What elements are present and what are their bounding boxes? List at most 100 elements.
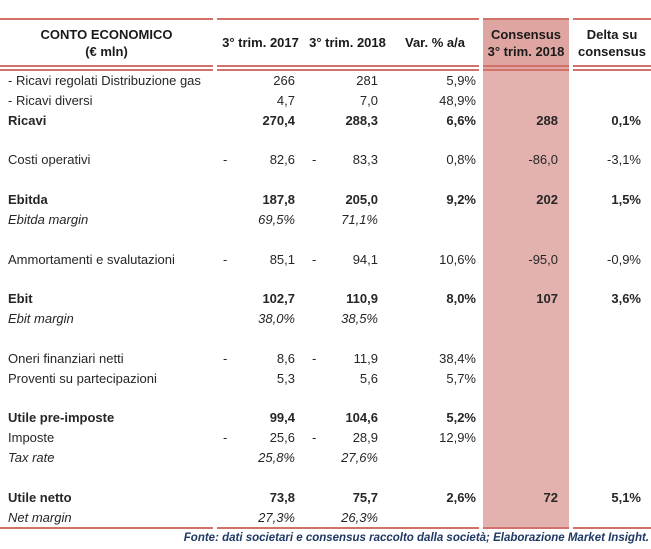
- minus-sign-2018: -: [312, 251, 317, 267]
- value-2017: 27,3%: [217, 508, 304, 528]
- row-label-text: Ammortamenti e svalutazioni: [8, 251, 175, 267]
- value-2017: 25,8%: [217, 448, 304, 468]
- value-var: 2,6%: [391, 488, 479, 508]
- value-2018: 75,7: [304, 488, 391, 508]
- row-label: - Ricavi diversi: [0, 91, 213, 111]
- row-label-text: Ebit: [8, 291, 33, 307]
- minus-sign-2017: [217, 448, 223, 468]
- minus-sign-2018: [304, 111, 312, 131]
- value-consensus: [483, 269, 569, 290]
- value-2018-text: 5,6: [359, 370, 378, 386]
- value-2018-text: [378, 131, 391, 151]
- row-label-text: Utile pre-imposte: [8, 410, 115, 426]
- value-delta-text: [641, 269, 651, 289]
- header-group-quarters: 3° trim. 2017 3° trim. 2018 Var. % a/a: [217, 18, 479, 71]
- value-delta-text: 1,5%: [611, 192, 641, 208]
- minus-sign-2017: [217, 190, 223, 210]
- spacer-row: [0, 467, 651, 488]
- value-2018: 205,0: [304, 190, 391, 210]
- value-delta: [573, 230, 651, 250]
- value-consensus-text: [558, 91, 569, 111]
- value-2018-text: [378, 389, 391, 409]
- value-var: 38,4%: [391, 349, 479, 369]
- quarter-values-group: - 25,6 - 28,9 12,9%: [217, 428, 479, 448]
- value-var-text: [476, 329, 479, 349]
- value-2017: 73,8: [217, 488, 304, 508]
- minus-sign-2017: [217, 170, 223, 190]
- value-2017-text: 82,6: [269, 152, 295, 168]
- value-var: [391, 269, 479, 289]
- value-delta-text: [641, 448, 651, 468]
- spacer-row: [0, 170, 651, 191]
- value-delta: 0,1%: [573, 111, 651, 131]
- value-2017-text: 69,5%: [258, 211, 295, 227]
- row-label: Net margin: [0, 508, 213, 528]
- value-delta: [573, 508, 651, 528]
- value-var-text: 10,6%: [439, 251, 476, 267]
- value-delta-text: [641, 210, 651, 230]
- value-2017: [217, 230, 304, 250]
- quarter-values-group: 27,3% 26,3%: [217, 508, 479, 528]
- value-2017-text: [295, 131, 304, 151]
- minus-sign-2018: [304, 309, 312, 329]
- row-label-text: Net margin: [8, 509, 72, 525]
- value-2018-text: [378, 170, 391, 190]
- value-delta-text: [641, 309, 651, 329]
- value-delta-text: [641, 508, 651, 528]
- value-consensus: [483, 348, 569, 369]
- value-delta: [573, 170, 651, 190]
- value-2017: 69,5%: [217, 210, 304, 230]
- value-consensus: 107: [483, 289, 569, 310]
- quarter-values-group: [217, 170, 479, 190]
- table-row: Proventi su partecipazioni 5,3 5,6 5,7%: [0, 368, 651, 389]
- value-2018-text: 83,3: [352, 152, 378, 168]
- header-consensus-line2: 3° trim. 2018: [487, 43, 565, 59]
- value-2017: 270,4: [217, 111, 304, 131]
- value-2017: 187,8: [217, 190, 304, 210]
- value-2017-text: 266: [273, 73, 295, 88]
- value-2018: [304, 329, 391, 349]
- value-consensus: [483, 467, 569, 488]
- value-2017: 5,3: [217, 369, 304, 389]
- value-2017-text: 25,8%: [258, 450, 295, 466]
- minus-sign-2018: [304, 389, 312, 409]
- value-2017-text: 99,4: [269, 410, 295, 426]
- minus-sign-2017: [217, 389, 223, 409]
- value-consensus-text: [558, 269, 569, 289]
- value-2018: 104,6: [304, 408, 391, 428]
- value-2017: - 8,6: [217, 349, 304, 369]
- value-consensus-text: [558, 230, 569, 250]
- row-label: [0, 170, 213, 190]
- quarter-values-group: 270,4 288,3 6,6%: [217, 111, 479, 131]
- value-2017-text: 73,8: [269, 489, 295, 505]
- value-2017: [217, 170, 304, 190]
- value-var-text: 9,2%: [446, 192, 476, 208]
- value-2017-text: [295, 269, 304, 289]
- minus-sign-2018: [304, 91, 312, 111]
- value-var-text: 8,0%: [446, 291, 476, 307]
- table-row: Ammortamenti e svalutazioni - 85,1 - 94,1 10,…: [0, 249, 651, 270]
- minus-sign-2017: [217, 289, 223, 309]
- value-delta-text: [641, 349, 651, 369]
- value-delta: [573, 389, 651, 409]
- quarter-values-group: 4,7 7,0 48,9%: [217, 91, 479, 111]
- value-2018-text: 26,3%: [341, 509, 378, 525]
- row-label: Ricavi: [0, 111, 213, 131]
- minus-sign-2017: [217, 488, 223, 508]
- value-delta-text: [641, 408, 651, 428]
- value-consensus-text: -86,0: [528, 152, 558, 168]
- row-label-text: Ricavi: [8, 112, 47, 128]
- value-2017: - 82,6: [217, 150, 304, 170]
- row-label-text: - Ricavi regolati Distribuzione gas: [8, 73, 201, 88]
- header-cell-var: Var. % a/a: [405, 35, 465, 50]
- quarter-values-group: [217, 389, 479, 409]
- minus-sign-2017: -: [223, 350, 228, 366]
- value-2018-text: [378, 230, 391, 250]
- value-consensus-text: [558, 210, 569, 230]
- row-label: [0, 329, 213, 349]
- value-2017: 266: [217, 71, 304, 91]
- minus-sign-2018: -: [312, 152, 317, 168]
- value-var-text: 12,9%: [439, 430, 476, 446]
- value-consensus-text: [558, 170, 569, 190]
- value-consensus: [483, 170, 569, 191]
